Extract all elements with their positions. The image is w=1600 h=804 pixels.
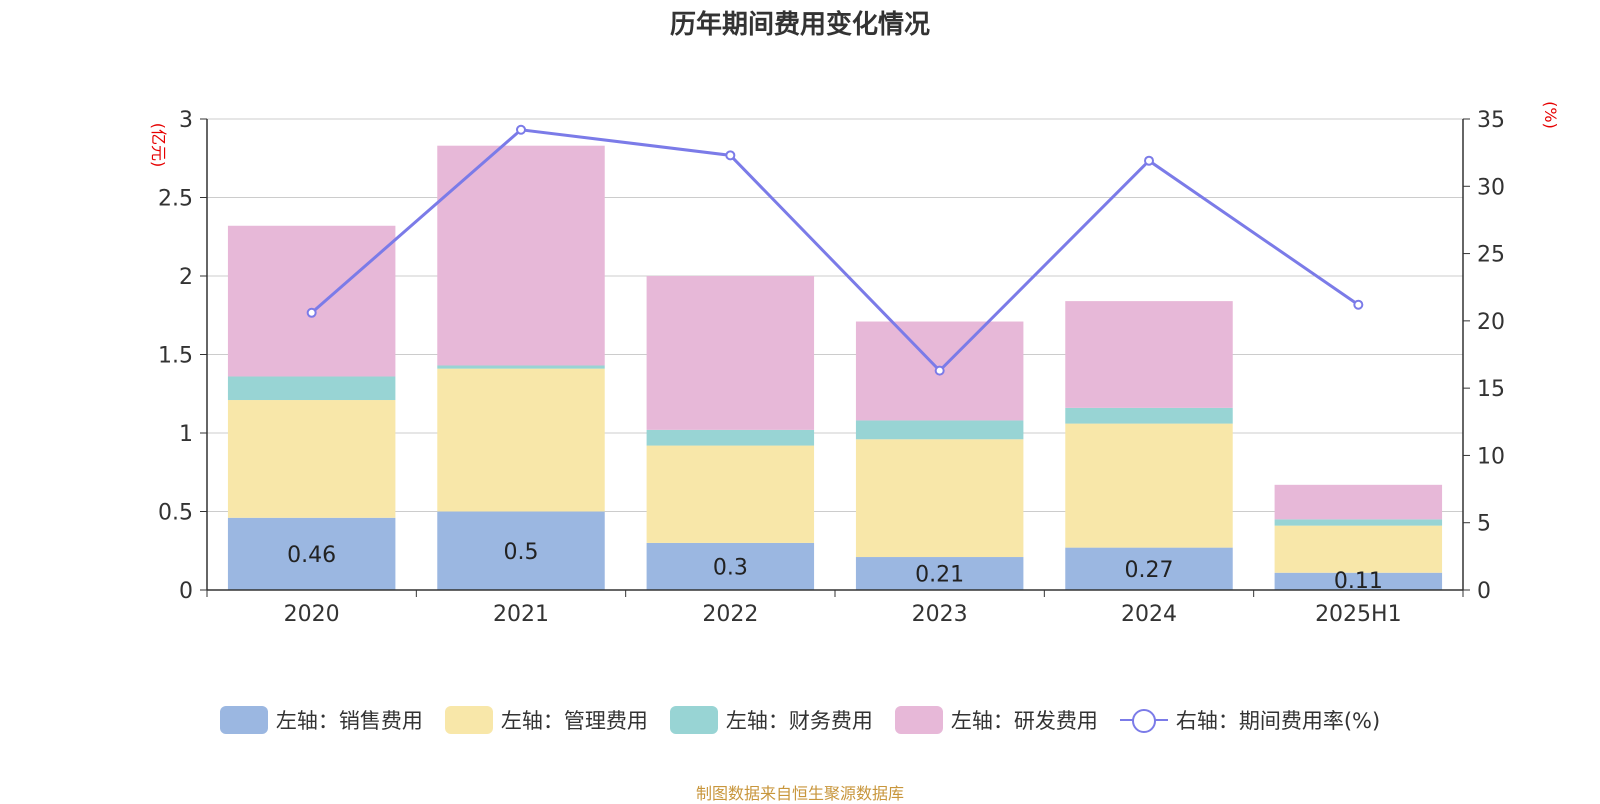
bar-segment-series-4: [1274, 484, 1443, 520]
bar-segment-series-4: [227, 225, 396, 377]
bar-data-label: 0.5: [504, 540, 539, 565]
bar-segment-series-2: [1274, 525, 1443, 573]
legend-item[interactable]: 左轴：管理费用: [444, 705, 648, 735]
legend-label: 左轴：研发费用: [950, 709, 1098, 733]
left-axis-tick-label: 0.5: [158, 501, 193, 526]
grid-lines: [207, 118, 1463, 512]
rate-point: [516, 124, 526, 135]
bar-segment-series-3: [855, 420, 1024, 440]
right-axis-tick-label: 35: [1477, 108, 1505, 133]
legend-label: 左轴：销售费用: [275, 709, 423, 733]
rate-point: [306, 307, 317, 318]
rate-line-layer: [306, 124, 1364, 376]
legend-label: 左轴：管理费用: [500, 709, 648, 733]
bar-data-label: 0.21: [915, 563, 964, 588]
bar-segment-series-1: [1065, 547, 1233, 590]
rate-point: [1144, 155, 1154, 166]
legend-item[interactable]: 左轴：研发费用: [894, 705, 1098, 735]
legend-item[interactable]: 右轴：期间费用率(%): [1119, 705, 1381, 735]
right-axis-tick-label: 30: [1477, 175, 1505, 200]
bar-segment-series-4: [646, 276, 815, 430]
source-note: 制图数据来自恒生聚源数据库: [695, 784, 904, 803]
right-axis-tick-label: 0: [1477, 579, 1491, 604]
rate-line: [310, 128, 1360, 373]
bar-segment-series-2: [646, 445, 815, 543]
right-axis-tick-label: 15: [1477, 377, 1505, 402]
bar-data-label: 0.27: [1125, 558, 1174, 583]
legend-swatch: [219, 706, 268, 734]
left-axis-unit-label: (亿元): [149, 123, 168, 168]
left-axis-tick-label: 2.5: [158, 187, 193, 212]
bar-segment-series-3: [646, 429, 815, 446]
x-axis-tick-label: 2022: [702, 602, 758, 627]
bar-segment-series-2: [1065, 423, 1233, 548]
legend-line-marker-icon: [1119, 706, 1168, 734]
legend-item[interactable]: 左轴：销售费用: [219, 705, 423, 735]
right-axis-tick-label: 20: [1477, 310, 1505, 335]
bar-data-label: 0.3: [713, 555, 748, 580]
right-axis-tick-label: 25: [1477, 243, 1505, 268]
left-axis-tick-label: 2: [179, 265, 193, 290]
right-axis-tick-label: 10: [1477, 444, 1505, 469]
bar-segment-series-1: [1274, 572, 1443, 590]
bar-segment-series-4: [437, 145, 605, 366]
bar-segment-series-2: [437, 368, 605, 512]
bar-segment-series-1: [437, 511, 605, 590]
data-labels: 0.46 0.50.3 0.21 0.27 0.11: [287, 540, 1383, 594]
left-axis-tick-label: 1: [179, 422, 193, 447]
bar-segment-series-4: [1065, 301, 1233, 408]
bar-data-label: 0.46: [287, 543, 336, 568]
legend-label: 左轴：财务费用: [725, 709, 873, 733]
bar-segment-series-3: [437, 365, 605, 369]
legend: 左轴：销售费用 左轴：管理费用 左轴：财务费用 左轴：研发费用 右轴：期间费用率(%): [0, 705, 1600, 735]
bar-segment-series-1: [855, 557, 1024, 590]
chart-plot: 0.46 0.50.3 0.21 0.27 0.11 00.511.522.530510…: [149, 101, 1560, 627]
legend-label: 右轴：期间费用率(%): [1175, 709, 1381, 733]
x-axis-tick-label: 2023: [912, 602, 968, 627]
bar-layer: [227, 145, 1443, 590]
x-axis-tick-label: 2020: [284, 602, 340, 627]
bar-segment-series-1: [646, 542, 815, 590]
legend-swatch: [894, 706, 943, 734]
legend-swatch: [444, 706, 493, 734]
right-axis-unit-label: (%): [1541, 101, 1560, 129]
x-axis-tick-label: 2021: [493, 602, 549, 627]
rate-point: [934, 365, 945, 376]
rate-point: [1353, 299, 1364, 310]
left-axis-tick-label: 0: [179, 579, 193, 604]
left-axis-tick-label: 3: [179, 108, 193, 133]
bar-segment-series-2: [855, 439, 1024, 558]
x-axis-tick-label: 2025H1: [1315, 602, 1402, 627]
chart-title: 历年期间费用变化情况: [669, 10, 930, 40]
left-axis-tick-label: 1.5: [158, 344, 193, 369]
right-axis-tick-label: 5: [1477, 512, 1491, 537]
x-axis-tick-label: 2024: [1121, 602, 1177, 627]
legend-swatch: [669, 706, 718, 734]
rate-point: [725, 150, 736, 161]
bar-segment-series-3: [1065, 407, 1233, 424]
bar-segment-series-1: [227, 517, 396, 590]
bar-segment-series-2: [227, 400, 396, 518]
legend-item[interactable]: 左轴：财务费用: [669, 705, 873, 735]
bar-segment-series-3: [227, 376, 396, 401]
bar-segment-series-3: [1274, 519, 1443, 526]
